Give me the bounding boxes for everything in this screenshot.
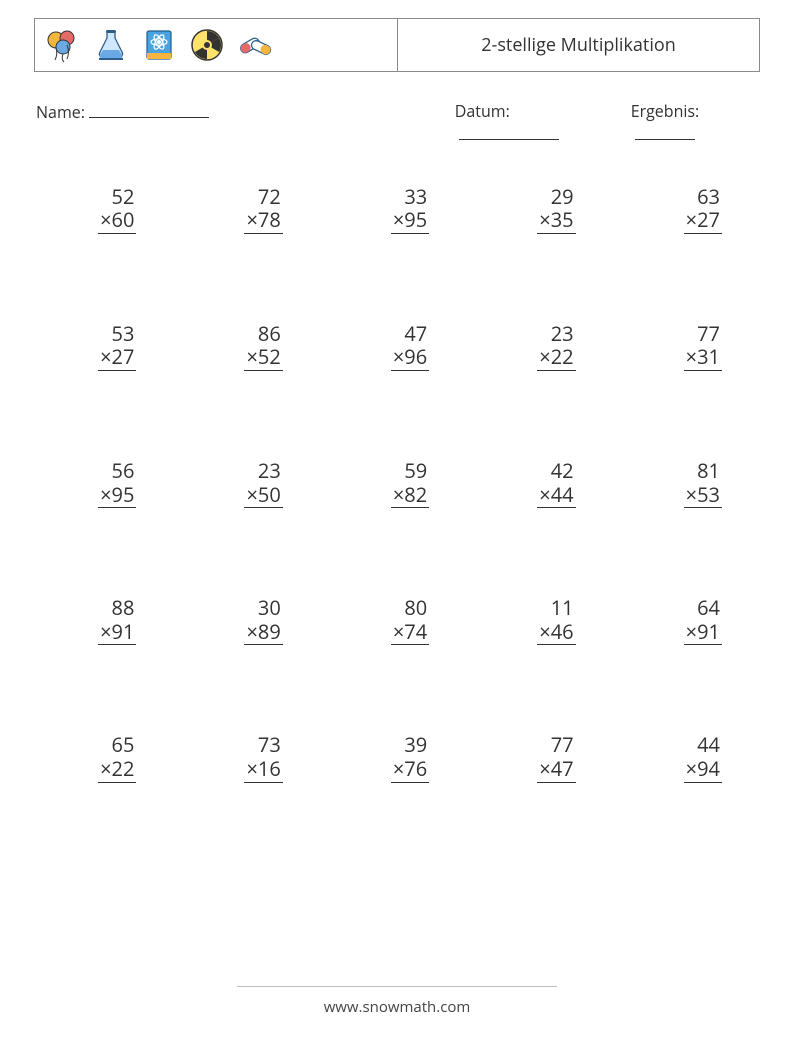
multiplier: ×22 xyxy=(537,345,575,371)
problem-19: 11×46 xyxy=(475,596,611,645)
problem-16: 88×91 xyxy=(36,596,172,645)
multiplier: ×47 xyxy=(537,757,575,783)
problem-12: 23×50 xyxy=(182,459,318,508)
multiplicand: 30 xyxy=(244,596,282,620)
problem-24: 77×47 xyxy=(475,733,611,782)
multiplier: ×91 xyxy=(684,620,722,646)
multiplicand: 52 xyxy=(98,185,136,209)
multiplicand: 44 xyxy=(684,733,722,757)
worksheet-page: 2-stellige Multiplikation Name: Datum: E… xyxy=(0,0,794,1053)
date-blank[interactable] xyxy=(459,122,559,140)
multiplier: ×35 xyxy=(537,208,575,234)
multiplier: ×95 xyxy=(391,208,429,234)
multiplier: ×53 xyxy=(684,483,722,509)
multiplicand: 72 xyxy=(244,185,282,209)
problem-3: 33×95 xyxy=(329,185,465,234)
multiplicand: 23 xyxy=(244,459,282,483)
multiplier: ×44 xyxy=(537,483,575,509)
multiplicand: 88 xyxy=(98,596,136,620)
multiplier: ×60 xyxy=(98,208,136,234)
footer-url: www.snowmath.com xyxy=(0,997,794,1017)
radiation-icon xyxy=(189,27,225,63)
problem-20: 64×91 xyxy=(622,596,758,645)
problem-25: 44×94 xyxy=(622,733,758,782)
multiplicand: 81 xyxy=(684,459,722,483)
multiplier: ×95 xyxy=(98,483,136,509)
flask-icon xyxy=(93,27,129,63)
multiplicand: 56 xyxy=(98,459,136,483)
multiplier: ×46 xyxy=(537,620,575,646)
multiplier: ×94 xyxy=(684,757,722,783)
problem-17: 30×89 xyxy=(182,596,318,645)
multiplier: ×16 xyxy=(244,757,282,783)
problem-13: 59×82 xyxy=(329,459,465,508)
multiplier: ×96 xyxy=(391,345,429,371)
multiplicand: 80 xyxy=(391,596,429,620)
multiplicand: 86 xyxy=(244,322,282,346)
problem-22: 73×16 xyxy=(182,733,318,782)
meta-row: Name: Datum: Ergebnis: xyxy=(34,100,760,145)
multiplicand: 65 xyxy=(98,733,136,757)
multiplier: ×82 xyxy=(391,483,429,509)
multiplier: ×74 xyxy=(391,620,429,646)
problem-6: 53×27 xyxy=(36,322,172,371)
problem-10: 77×31 xyxy=(622,322,758,371)
multiplicand: 77 xyxy=(684,322,722,346)
pills-icon xyxy=(237,27,273,63)
problem-5: 63×27 xyxy=(622,185,758,234)
problem-9: 23×22 xyxy=(475,322,611,371)
problem-18: 80×74 xyxy=(329,596,465,645)
multiplicand: 73 xyxy=(244,733,282,757)
multiplier: ×27 xyxy=(684,208,722,234)
date-label: Datum: xyxy=(455,100,510,122)
problems-grid: 52×6072×7833×9529×3563×2753×2786×5247×96… xyxy=(34,185,760,783)
multiplier: ×27 xyxy=(98,345,136,371)
name-label: Name: xyxy=(36,101,85,123)
problem-2: 72×78 xyxy=(182,185,318,234)
problem-8: 47×96 xyxy=(329,322,465,371)
multiplicand: 47 xyxy=(391,322,429,346)
problem-4: 29×35 xyxy=(475,185,611,234)
name-blank[interactable] xyxy=(89,100,209,118)
problem-23: 39×76 xyxy=(329,733,465,782)
multiplier: ×31 xyxy=(684,345,722,371)
multiplicand: 23 xyxy=(537,322,575,346)
multiplicand: 77 xyxy=(537,733,575,757)
score-blank[interactable] xyxy=(635,122,695,140)
multiplicand: 33 xyxy=(391,185,429,209)
worksheet-title: 2-stellige Multiplikation xyxy=(397,19,759,71)
multiplier: ×78 xyxy=(244,208,282,234)
header-icons xyxy=(35,27,397,63)
multiplicand: 53 xyxy=(98,322,136,346)
balloons-icon xyxy=(45,27,81,63)
multiplicand: 11 xyxy=(537,596,575,620)
multiplicand: 64 xyxy=(684,596,722,620)
multiplier: ×52 xyxy=(244,345,282,371)
problem-7: 86×52 xyxy=(182,322,318,371)
multiplicand: 63 xyxy=(684,185,722,209)
score-label: Ergebnis: xyxy=(631,100,700,122)
multiplicand: 39 xyxy=(391,733,429,757)
problem-21: 65×22 xyxy=(36,733,172,782)
footer-divider xyxy=(237,986,557,987)
problem-14: 42×44 xyxy=(475,459,611,508)
multiplicand: 42 xyxy=(537,459,575,483)
multiplier: ×22 xyxy=(98,757,136,783)
problem-1: 52×60 xyxy=(36,185,172,234)
atom-book-icon xyxy=(141,27,177,63)
header-box: 2-stellige Multiplikation xyxy=(34,18,760,72)
problem-15: 81×53 xyxy=(622,459,758,508)
multiplier: ×91 xyxy=(98,620,136,646)
multiplier: ×76 xyxy=(391,757,429,783)
multiplier: ×89 xyxy=(244,620,282,646)
multiplicand: 59 xyxy=(391,459,429,483)
problem-11: 56×95 xyxy=(36,459,172,508)
multiplicand: 29 xyxy=(537,185,575,209)
multiplier: ×50 xyxy=(244,483,282,509)
